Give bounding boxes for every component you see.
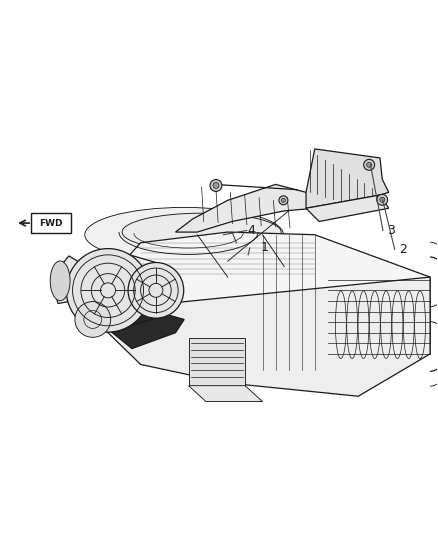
Circle shape [210, 180, 222, 191]
Ellipse shape [50, 261, 70, 301]
Circle shape [128, 263, 184, 318]
Text: 2: 2 [399, 243, 406, 256]
Text: 3: 3 [387, 224, 395, 237]
Ellipse shape [85, 207, 283, 262]
Circle shape [367, 163, 371, 167]
Polygon shape [86, 277, 430, 396]
Polygon shape [86, 232, 430, 370]
Circle shape [364, 159, 374, 170]
Text: 4: 4 [248, 224, 256, 237]
Polygon shape [51, 256, 86, 304]
Polygon shape [86, 311, 184, 349]
Circle shape [279, 196, 288, 205]
Circle shape [282, 198, 286, 203]
Polygon shape [176, 184, 315, 232]
Circle shape [213, 182, 219, 189]
Polygon shape [188, 338, 245, 386]
Polygon shape [306, 149, 389, 208]
Circle shape [377, 195, 388, 205]
Polygon shape [306, 195, 389, 222]
Circle shape [66, 248, 150, 332]
Polygon shape [188, 386, 262, 401]
Ellipse shape [122, 213, 281, 251]
Text: 1: 1 [261, 241, 268, 254]
Circle shape [75, 302, 111, 337]
Text: FWD: FWD [39, 219, 63, 228]
Circle shape [380, 197, 385, 202]
